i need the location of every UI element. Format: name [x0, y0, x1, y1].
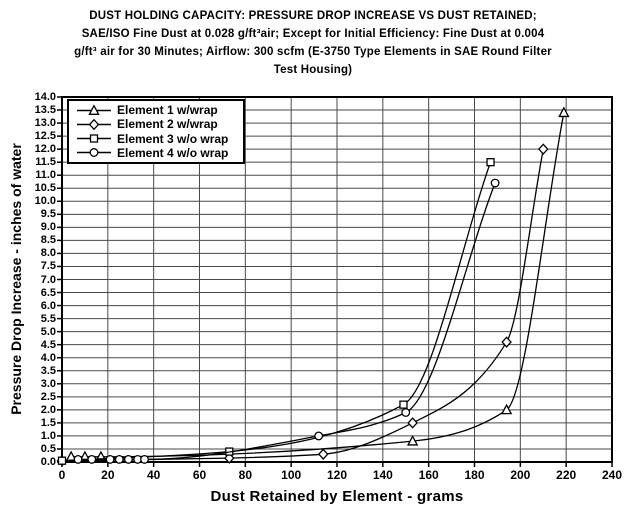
chart-title-line-4: Test Housing) — [273, 64, 353, 76]
chart-title: DUST HOLDING CAPACITY: PRESSURE DROP INC… — [0, 7, 626, 79]
y-tick-label: 1.0 — [40, 429, 56, 442]
legend-item-label: Element 1 w/wrap — [117, 103, 218, 118]
y-tick-label: 4.5 — [40, 338, 56, 351]
x-axis-title: Dust Retained by Element - grams — [210, 488, 464, 505]
series-circle — [73, 178, 500, 464]
legend-item-2: Element 2 w/wrap — [75, 117, 239, 131]
x-tick-label: 80 — [238, 468, 252, 482]
x-tick-label: 40 — [146, 468, 161, 482]
diamond-marker-icon — [407, 417, 418, 429]
legend-item-label: Element 4 w/o wrap — [117, 145, 229, 160]
y-tick-label: 5.5 — [40, 312, 56, 325]
circle-marker-icon — [490, 178, 500, 188]
y-tick-label: 13.5 — [34, 104, 56, 117]
y-tick-label: 12.0 — [34, 143, 56, 156]
circle-marker-icon — [105, 454, 115, 464]
y-tick-label: 9.5 — [40, 208, 56, 221]
y-axis-title: Pressure Drop Increase - inches of water — [8, 143, 24, 415]
y-tick-label: 2.5 — [40, 390, 56, 403]
y-tick-label: 0.5 — [40, 442, 56, 455]
x-tick-label: 200 — [510, 468, 531, 482]
circle-marker-icon — [73, 454, 83, 464]
square-marker-icon — [486, 158, 495, 167]
triangle-marker-icon — [406, 434, 419, 446]
legend-marker-sample — [77, 103, 111, 115]
legend-item-label: Element 2 w/wrap — [117, 117, 218, 132]
diamond-marker-icon — [317, 448, 329, 460]
triangle-marker-icon — [558, 106, 570, 118]
plot-frame — [61, 96, 613, 463]
diamond-marker-icon — [537, 143, 549, 155]
y-tick-label: 8.0 — [40, 247, 56, 260]
series-triangle — [65, 106, 570, 462]
y-tick-label: 1.5 — [40, 416, 56, 429]
x-tick-label: 60 — [192, 468, 207, 482]
x-tick-label: 220 — [556, 468, 577, 482]
y-tick-label: 12.5 — [34, 130, 56, 143]
circle-marker-icon — [87, 454, 97, 464]
y-tick-label: 4.0 — [40, 351, 56, 364]
x-tick-label: 240 — [601, 468, 623, 482]
y-tick-label: 10.5 — [34, 182, 56, 195]
x-tick-label: 0 — [58, 468, 66, 482]
y-tick-label: 7.5 — [40, 260, 56, 273]
y-tick-label: 14.0 — [34, 91, 56, 103]
square-marker-icon — [57, 456, 67, 465]
chart-title-line-2: SAE/ISO Fine Dust at 0.028 g/ft³air; Exc… — [81, 28, 545, 40]
legend: Element 1 w/wrap Element 2 w/wrap Element … — [67, 99, 245, 164]
circle-marker-icon — [124, 454, 133, 464]
legend-item-4: Element 4 w/o wrap — [75, 146, 239, 160]
series-line-3 — [61, 161, 492, 462]
x-tick-label: 180 — [464, 468, 485, 482]
x-tick-label: 140 — [372, 468, 393, 482]
x-tick-label: 20 — [101, 468, 115, 482]
y-tick-label: 7.0 — [40, 273, 56, 286]
diamond-marker-icon — [224, 452, 235, 464]
square-marker-icon — [89, 134, 99, 143]
y-tick-label: 0.0 — [40, 456, 56, 468]
chart-title-line-1: DUST HOLDING CAPACITY: PRESSURE DROP INC… — [89, 10, 537, 22]
y-tick-label: 2.0 — [40, 403, 56, 416]
square-marker-icon — [399, 400, 408, 409]
y-tick-label: 13.0 — [34, 117, 56, 130]
diamond-marker-icon — [501, 336, 512, 348]
x-tick-label: 100 — [281, 468, 302, 482]
y-tick-label: 6.5 — [40, 286, 56, 299]
chart-title-line-3: g/ft³ air for 30 Minutes; Airflow: 300 s… — [74, 46, 552, 58]
circle-marker-icon — [314, 431, 324, 441]
y-tick-label: 3.0 — [40, 377, 56, 390]
y-tick-label: 9.0 — [40, 221, 56, 234]
circle-marker-icon — [140, 454, 149, 464]
circle-marker-icon — [401, 408, 411, 417]
y-tick-label: 5.0 — [40, 325, 56, 338]
series-line-2 — [61, 148, 544, 462]
legend-item-label: Element 3 w/o wrap — [117, 131, 229, 146]
y-tick-label: 11.5 — [35, 156, 56, 169]
legend-marker-sample — [77, 134, 111, 143]
diamond-marker-icon — [88, 118, 100, 131]
legend-item-3: Element 3 w/o wrap — [75, 132, 239, 146]
circle-marker-icon — [89, 148, 99, 158]
y-tick-label: 10.0 — [34, 195, 56, 208]
y-tick-label: 6.0 — [40, 299, 56, 312]
triangle-marker-icon — [88, 103, 100, 115]
triangle-marker-icon — [500, 403, 513, 415]
x-tick-label: 120 — [326, 468, 348, 482]
legend-marker-sample — [77, 148, 111, 158]
circle-marker-icon — [114, 454, 124, 464]
y-tick-label: 3.5 — [40, 364, 56, 377]
series-diamond — [56, 143, 549, 467]
x-tick-label: 160 — [418, 468, 439, 482]
series-line-4 — [78, 182, 496, 461]
y-tick-label: 8.5 — [40, 234, 56, 247]
legend-marker-sample — [77, 118, 111, 131]
y-tick-label: 11.0 — [35, 169, 56, 182]
legend-item-1: Element 1 w/wrap — [75, 103, 239, 117]
